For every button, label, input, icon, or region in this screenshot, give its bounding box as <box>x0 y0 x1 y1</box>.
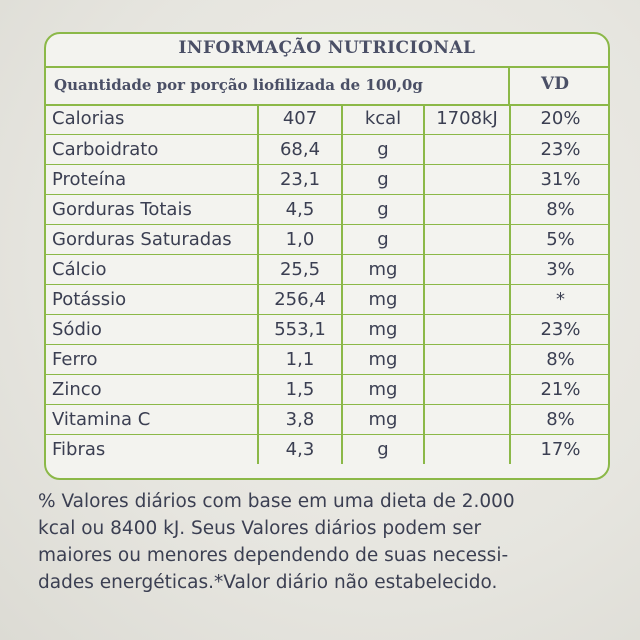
nutrient-amount: 25,5 <box>257 253 342 284</box>
nutrient-row: Cálcio 25,5 mg 3% <box>46 253 610 284</box>
footnote-line: kcal ou 8400 kJ. Seus Valores diários po… <box>38 518 482 539</box>
nutrient-daily-value: 8% <box>509 343 610 374</box>
nutrient-name: Proteína <box>46 163 258 194</box>
nutrient-name: Calorias <box>52 108 125 130</box>
nutrient-unit: mg <box>341 313 424 344</box>
nutrient-unit: g <box>341 163 424 194</box>
nutrient-row: Sódio 553,1 mg 23% <box>46 313 610 344</box>
nutrient-amount: 553,1 <box>257 313 342 344</box>
nutrient-amount: 407 <box>257 104 342 134</box>
nutrient-table: Calorias 407 kcal 1708kJ 20% Carboidrato 68,4 g… <box>46 104 610 464</box>
nutrient-amount: 1,1 <box>257 343 342 374</box>
nutrient-amount: 1,0 <box>257 223 342 254</box>
nutrient-name: Zinco <box>46 373 258 404</box>
footnote-line: maiores ou menores dependendo de suas ne… <box>38 545 509 566</box>
nutrient-daily-value: 5% <box>509 223 610 254</box>
nutrient-daily-value: 8% <box>509 193 610 224</box>
nutrient-name: Vitamina C <box>46 403 258 434</box>
nutrient-row: Fibras 4,3 g 17% <box>46 433 610 464</box>
nutrient-unit: kcal <box>341 104 424 134</box>
nutrient-amount: 4,5 <box>257 193 342 224</box>
header-divider <box>508 68 510 104</box>
serving-size-label: Quantidade por porção liofilizada de 100… <box>54 76 423 94</box>
nutrient-daily-value: 21% <box>509 373 610 404</box>
nutrient-daily-value: 23% <box>509 313 610 344</box>
nutrient-daily-value: * <box>509 283 610 314</box>
nutrient-daily-value: 31% <box>509 163 610 194</box>
footnote: % Valores diários com base em uma dieta … <box>38 488 618 596</box>
nutrient-row: Potássio 256,4 mg * <box>46 283 610 314</box>
nutrient-unit: g <box>341 133 424 164</box>
serving-header-row: Quantidade por porção liofilizada de 100… <box>46 68 608 106</box>
nutrient-amount: 4,3 <box>257 433 342 464</box>
nutrient-unit: g <box>341 223 424 254</box>
nutrient-row: Calorias 407 kcal 1708kJ 20% <box>46 104 610 134</box>
nutrient-unit: g <box>341 433 424 464</box>
nutrient-energy-kj <box>423 313 510 344</box>
nutrient-row: Carboidrato 68,4 g 23% <box>46 133 610 164</box>
nutrient-unit: mg <box>341 253 424 284</box>
nutrient-unit: mg <box>341 373 424 404</box>
nutrient-energy-kj <box>423 193 510 224</box>
nutrient-energy-kj <box>423 283 510 314</box>
nutrient-amount: 3,8 <box>257 403 342 434</box>
nutrient-amount: 68,4 <box>257 133 342 164</box>
nutrient-daily-value: 20% <box>509 104 610 134</box>
nutrient-daily-value: 23% <box>509 133 610 164</box>
nutrient-row: Gorduras Totais 4,5 g 8% <box>46 193 610 224</box>
nutrient-energy-kj <box>423 433 510 464</box>
nutrient-name: Ferro <box>46 343 258 374</box>
nutrient-name: Potássio <box>46 283 258 314</box>
nutrient-energy-kj: 1708kJ <box>423 104 510 134</box>
nutrient-amount: 1,5 <box>257 373 342 404</box>
nutrient-name: Gorduras Totais <box>46 193 258 224</box>
nutrient-daily-value: 8% <box>509 403 610 434</box>
nutrient-unit: mg <box>341 283 424 314</box>
nutrient-row: Proteína 23,1 g 31% <box>46 163 610 194</box>
nutrient-name: Gorduras Saturadas <box>46 223 258 254</box>
nutrient-row: Vitamina C 3,8 mg 8% <box>46 403 610 434</box>
nutrient-unit: mg <box>341 403 424 434</box>
footnote-line: dades energéticas.*Valor diário não esta… <box>38 572 498 593</box>
nutrient-energy-kj <box>423 253 510 284</box>
nutrient-row: Gorduras Saturadas 1,0 g 5% <box>46 223 610 254</box>
nutrient-unit: g <box>341 193 424 224</box>
label-title: INFORMAÇÃO NUTRICIONAL <box>178 38 476 58</box>
nutrient-unit: mg <box>341 343 424 374</box>
nutrient-energy-kj <box>423 373 510 404</box>
nutrient-name: Sódio <box>46 313 258 344</box>
nutrient-name: Carboidrato <box>46 133 258 164</box>
nutrient-daily-value: 3% <box>509 253 610 284</box>
nutrition-facts-panel: INFORMAÇÃO NUTRICIONAL Quantidade por po… <box>44 32 610 480</box>
nutrient-energy-kj <box>423 223 510 254</box>
nutrient-energy-kj <box>423 343 510 374</box>
nutrient-row: Zinco 1,5 mg 21% <box>46 373 610 404</box>
nutrient-amount: 256,4 <box>257 283 342 314</box>
nutrient-table-body: Calorias 407 kcal 1708kJ 20% Carboidrato 68,4 g… <box>46 104 610 464</box>
nutrient-amount: 23,1 <box>257 163 342 194</box>
nutrient-energy-kj <box>423 133 510 164</box>
nutrient-row: Ferro 1,1 mg 8% <box>46 343 610 374</box>
vd-column-header: VD <box>541 74 569 94</box>
footnote-line: % Valores diários com base em uma dieta … <box>38 491 515 512</box>
nutrient-name: Cálcio <box>46 253 258 284</box>
nutrient-energy-kj <box>423 163 510 194</box>
nutrient-energy-kj <box>423 403 510 434</box>
nutrient-daily-value: 17% <box>509 433 610 464</box>
title-divider <box>46 66 608 68</box>
nutrient-name: Fibras <box>46 433 258 464</box>
